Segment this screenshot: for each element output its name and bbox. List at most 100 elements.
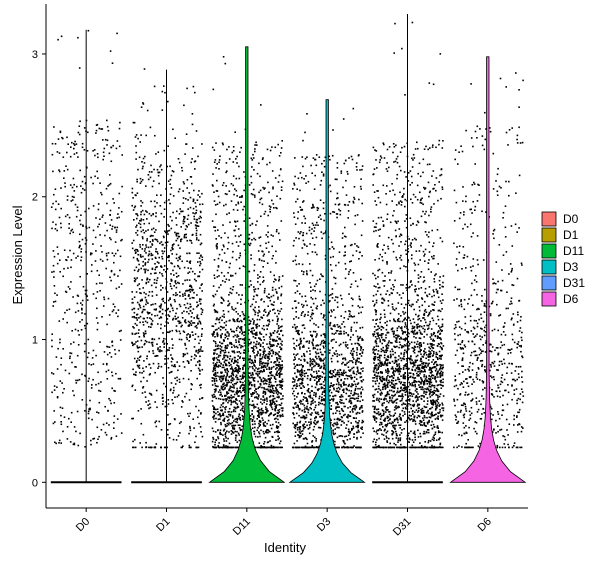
- data-point: [142, 305, 145, 308]
- data-point: [60, 357, 63, 359]
- data-point: [345, 392, 348, 395]
- data-point: [230, 367, 232, 370]
- data-point: [241, 395, 244, 398]
- data-point: [349, 395, 351, 397]
- data-point: [276, 370, 279, 373]
- data-point: [256, 323, 259, 325]
- data-point: [169, 183, 171, 185]
- data-point: [281, 360, 283, 362]
- data-point: [301, 176, 303, 179]
- data-point: [157, 323, 159, 325]
- data-point: [51, 271, 53, 273]
- data-point: [95, 132, 97, 134]
- data-point: [323, 160, 325, 162]
- data-point: [264, 366, 267, 369]
- data-point: [336, 373, 339, 376]
- data-point: [170, 354, 172, 356]
- data-point: [277, 418, 279, 421]
- data-point: [322, 412, 325, 415]
- data-point: [234, 400, 236, 403]
- data-point: [78, 246, 80, 249]
- data-point: [336, 355, 338, 358]
- data-point: [253, 364, 255, 367]
- data-point: [356, 359, 358, 361]
- data-point: [136, 313, 139, 316]
- data-point: [65, 165, 67, 167]
- data-point: [142, 376, 145, 379]
- data-point: [216, 203, 219, 205]
- data-point: [359, 387, 361, 390]
- data-point: [72, 231, 74, 234]
- data-point: [79, 120, 81, 123]
- data-point: [333, 247, 335, 250]
- data-point: [225, 398, 228, 401]
- data-point: [302, 398, 304, 401]
- data-point: [258, 259, 261, 261]
- data-point: [220, 404, 223, 406]
- data-point: [329, 212, 332, 215]
- data-point: [262, 350, 265, 353]
- data-point: [199, 262, 202, 265]
- data-point: [182, 353, 185, 355]
- data-point: [360, 446, 362, 449]
- data-point: [95, 129, 98, 132]
- data-point: [263, 441, 266, 443]
- data-point: [239, 254, 242, 257]
- data-point: [252, 347, 254, 350]
- data-point: [235, 204, 237, 206]
- data-point: [355, 250, 358, 252]
- data-point: [321, 387, 324, 389]
- data-point: [226, 446, 228, 449]
- data-point: [260, 412, 263, 414]
- data-point: [115, 287, 118, 290]
- data-point: [241, 374, 244, 376]
- data-point: [219, 391, 222, 394]
- data-point: [94, 236, 97, 239]
- data-point: [241, 331, 244, 334]
- data-point: [218, 286, 220, 289]
- data-point: [233, 385, 235, 387]
- data-point: [309, 378, 312, 380]
- data-point: [157, 367, 159, 369]
- data-point: [250, 393, 252, 395]
- data-point: [181, 317, 184, 319]
- data-point: [190, 446, 192, 449]
- data-point: [253, 288, 255, 291]
- data-point: [139, 182, 142, 184]
- data-point: [314, 436, 316, 439]
- data-point: [275, 378, 277, 381]
- data-point: [304, 157, 307, 160]
- data-point: [151, 295, 154, 297]
- data-point: [228, 413, 230, 416]
- data-point: [196, 252, 198, 254]
- data-point: [63, 177, 65, 179]
- data-point: [198, 409, 200, 412]
- data-point: [350, 350, 353, 352]
- data-point: [308, 421, 310, 423]
- data-point: [361, 421, 363, 424]
- data-point: [304, 411, 306, 413]
- data-point: [241, 402, 244, 404]
- data-point: [68, 223, 70, 225]
- data-point: [347, 428, 350, 431]
- data-point: [193, 189, 195, 192]
- data-point: [109, 237, 111, 239]
- data-point: [186, 218, 189, 220]
- data-point: [241, 414, 244, 417]
- data-point: [280, 326, 282, 328]
- data-point: [244, 344, 246, 347]
- data-point: [332, 370, 334, 372]
- data-point: [322, 232, 325, 235]
- data-point: [231, 274, 234, 277]
- data-point: [212, 335, 214, 337]
- data-point: [253, 320, 255, 322]
- data-point: [361, 411, 364, 413]
- data-point: [303, 438, 305, 440]
- data-point: [237, 424, 240, 426]
- data-point: [254, 288, 257, 290]
- data-point: [298, 329, 300, 332]
- data-point: [223, 313, 225, 316]
- data-point: [276, 207, 278, 210]
- data-point: [258, 432, 261, 435]
- data-point: [238, 341, 240, 343]
